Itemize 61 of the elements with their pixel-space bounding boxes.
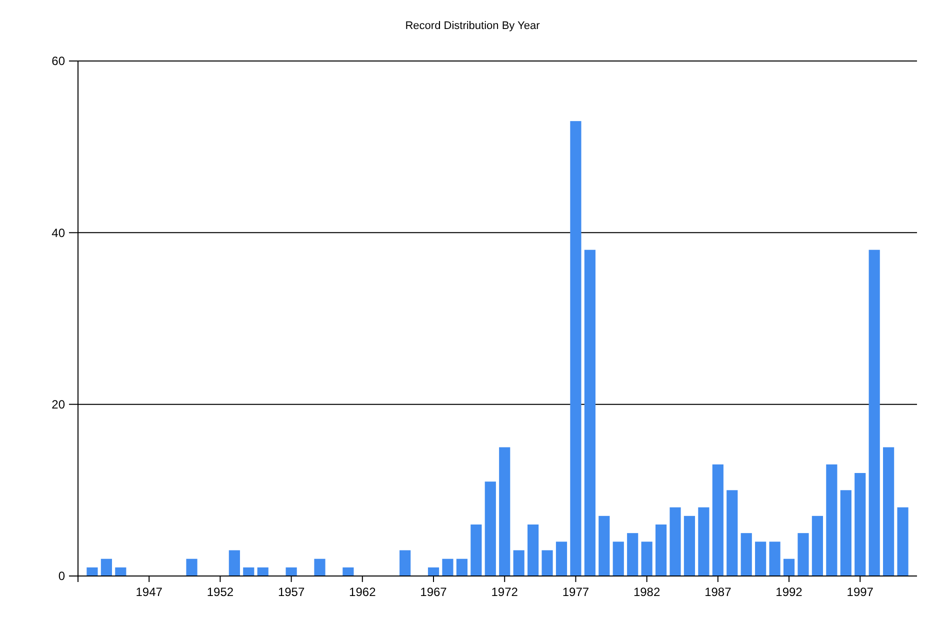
bar [470, 524, 482, 576]
bar [740, 533, 752, 576]
bar [612, 542, 624, 576]
bar [712, 464, 724, 576]
x-tick-label: 1972 [491, 585, 518, 599]
bar [314, 558, 326, 576]
bar [627, 533, 638, 576]
bar [698, 507, 710, 576]
x-tick-label: 1952 [206, 585, 234, 599]
bar [798, 533, 809, 576]
chart-title: Record Distribution By Year [405, 20, 540, 32]
y-tick-label: 40 [52, 226, 66, 240]
bar [570, 121, 582, 576]
bar [442, 558, 454, 576]
x-tick-label: 1982 [633, 585, 660, 599]
bar [186, 558, 198, 576]
bar [456, 558, 468, 576]
x-tick-label: 1987 [704, 585, 732, 599]
bar [286, 567, 297, 576]
bar [897, 507, 908, 576]
y-tick-label: 20 [52, 398, 66, 412]
x-tick-label: 1967 [420, 585, 448, 599]
bar [86, 567, 98, 576]
bar [115, 567, 126, 576]
bar [598, 516, 610, 576]
bar [755, 542, 766, 576]
bar [812, 516, 824, 576]
bar [542, 550, 553, 576]
bar [726, 490, 738, 576]
bar [655, 524, 667, 576]
bar [513, 550, 524, 576]
bar [684, 516, 696, 576]
bar [883, 447, 894, 576]
bar [783, 558, 795, 576]
bar [826, 464, 838, 576]
bar [243, 567, 254, 576]
bar [100, 558, 112, 576]
x-tick-label: 1947 [136, 585, 163, 599]
bar [228, 550, 240, 576]
bar [584, 250, 596, 576]
x-tick-label: 1992 [776, 585, 803, 599]
x-tick-label: 1962 [349, 585, 376, 599]
x-tick-label: 1977 [562, 585, 590, 599]
bar [854, 473, 866, 576]
bar [528, 524, 539, 576]
y-tick-label: 60 [52, 54, 66, 68]
bar [257, 567, 268, 576]
bar [556, 542, 568, 576]
bar [400, 550, 411, 576]
bar [670, 507, 681, 576]
y-tick-label: 0 [58, 569, 66, 584]
x-tick-label: 1997 [846, 585, 874, 599]
bar [484, 482, 496, 576]
bar [868, 250, 880, 576]
bar [769, 542, 780, 576]
bar [840, 490, 852, 576]
bar [499, 447, 510, 576]
bar [641, 542, 652, 576]
bar [342, 567, 354, 576]
bar [428, 567, 440, 576]
x-tick-label: 1957 [278, 585, 305, 599]
